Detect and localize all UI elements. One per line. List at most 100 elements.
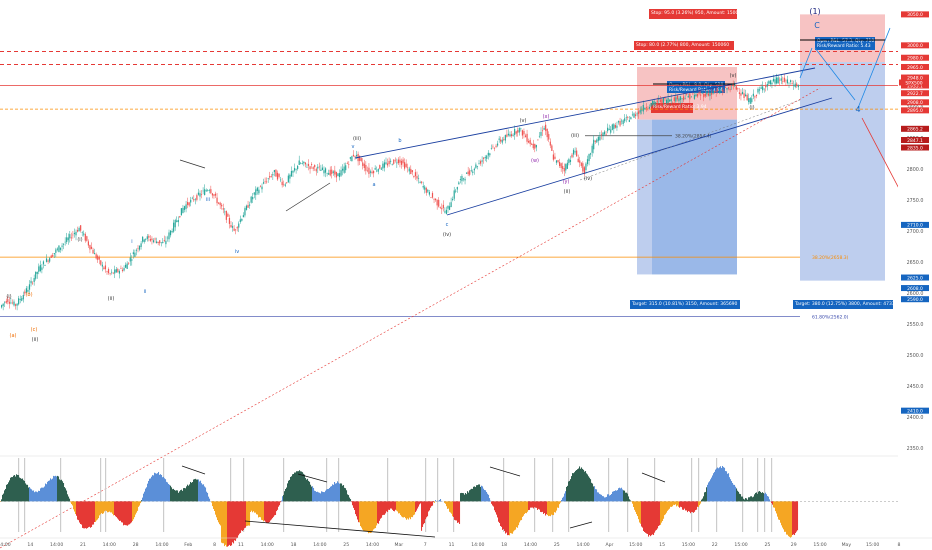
osc-bar — [531, 501, 533, 508]
osc-bar — [651, 501, 653, 536]
osc-bar — [7, 484, 9, 502]
osc-bar — [712, 475, 714, 502]
osc-bar — [85, 501, 87, 529]
candle-body — [314, 164, 316, 168]
osc-bar — [691, 501, 693, 512]
osc-bar — [335, 483, 337, 502]
osc-bar — [610, 494, 612, 502]
candle-body — [676, 95, 678, 100]
candle-body — [605, 134, 607, 135]
price-tag — [901, 82, 929, 89]
osc-bar — [412, 501, 414, 518]
time-tick-label: 15:00 — [629, 542, 642, 548]
osc-bar — [371, 501, 373, 533]
osc-bar — [218, 501, 220, 523]
candle-body — [276, 172, 279, 180]
candle-body — [219, 202, 221, 206]
osc-bar — [6, 484, 8, 502]
osc-bar — [595, 489, 597, 502]
osc-bar — [670, 501, 672, 507]
candle-body — [363, 163, 365, 169]
candle-body — [785, 80, 787, 82]
osc-bar — [47, 481, 49, 502]
osc-bar — [98, 501, 100, 519]
price-tag-label: 2895.0 — [907, 108, 923, 114]
candle-body — [67, 237, 69, 241]
candle-body — [390, 160, 392, 162]
candle-body — [462, 178, 465, 180]
candle-body — [687, 95, 689, 98]
candle-body — [7, 299, 9, 302]
candle-body — [207, 190, 209, 191]
osc-bar — [465, 493, 467, 502]
osc-bar — [182, 490, 184, 502]
osc-bar — [728, 473, 730, 502]
osc-bar — [515, 501, 517, 530]
osc-bar — [773, 501, 775, 508]
osc-bar — [498, 501, 500, 522]
osc-bar — [524, 501, 526, 515]
osc-bar — [599, 493, 601, 502]
osc-bar — [390, 501, 392, 509]
osc-bar — [759, 491, 761, 502]
osc-bar — [703, 496, 705, 502]
osc-bar — [540, 501, 542, 512]
osc-bar — [147, 483, 149, 502]
osc-bar — [55, 475, 57, 502]
osc-bar — [92, 501, 94, 525]
osc-bar — [758, 491, 760, 502]
osc-bar — [150, 478, 152, 502]
osc-bar — [690, 501, 692, 514]
price-tick-label: 2650.0 — [907, 260, 924, 266]
osc-bar — [204, 486, 206, 502]
osc-bar — [467, 491, 469, 502]
osc-bar — [303, 473, 305, 502]
candle-body — [571, 154, 573, 158]
osc-bar — [270, 501, 272, 521]
candle-body — [659, 99, 661, 102]
osc-bar — [671, 501, 673, 507]
osc-bar — [156, 473, 158, 502]
candle-body — [563, 168, 565, 172]
osc-bar — [417, 501, 419, 509]
osc-bar — [695, 501, 697, 511]
candle-body — [311, 164, 313, 165]
candle-body — [331, 169, 333, 174]
osc-bar — [757, 493, 759, 502]
osc-bar — [486, 491, 488, 502]
candle-body — [270, 176, 272, 177]
osc-bar — [437, 500, 439, 502]
osc-bar — [710, 479, 712, 502]
osc-bar — [202, 484, 204, 502]
time-tick-label: 14:00 — [261, 542, 274, 548]
candle-body — [385, 162, 387, 164]
osc-bar — [216, 501, 218, 518]
osc-bar — [453, 501, 455, 517]
osc-bar — [419, 501, 421, 505]
candle-body — [58, 245, 60, 253]
candle-body — [582, 163, 584, 172]
osc-bar — [779, 501, 781, 520]
candle-body — [213, 194, 215, 196]
osc-bar — [193, 479, 195, 502]
osc-bar — [237, 501, 239, 538]
osc-bar — [513, 501, 515, 532]
candle-body — [444, 211, 446, 213]
osc-bar — [432, 501, 434, 506]
candle-body — [307, 163, 310, 166]
candle-body — [566, 162, 568, 169]
osc-bar — [493, 501, 495, 507]
candle-body — [526, 133, 528, 142]
time-tick-label: Mar — [395, 542, 404, 548]
candle-body — [642, 104, 644, 112]
wave-label: (i) — [77, 237, 82, 243]
candle-body — [523, 130, 525, 135]
osc-bar — [70, 501, 72, 503]
osc-bar — [53, 475, 55, 502]
time-tick-label: 14:00 — [471, 542, 484, 548]
osc-band — [691, 458, 693, 532]
candle-body — [686, 94, 688, 95]
candle-body — [543, 127, 545, 130]
time-tick-label: 14:00 — [155, 542, 168, 548]
